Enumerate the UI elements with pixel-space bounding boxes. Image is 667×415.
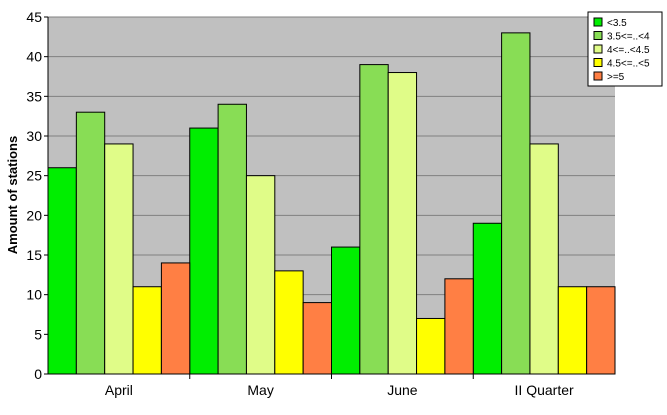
bar	[104, 143, 134, 375]
bar	[444, 278, 474, 375]
legend-label: <3.5	[607, 18, 627, 29]
legend-label: 4.5<=..<5	[607, 59, 650, 70]
x-tick-label: April	[105, 382, 133, 398]
bar	[189, 127, 219, 375]
legend-label: >=5	[607, 72, 625, 83]
bar	[586, 286, 616, 375]
x-tick-label: June	[387, 382, 418, 398]
bar	[245, 175, 276, 375]
legend-swatch	[593, 44, 603, 54]
y-axis-title: Amount of stations	[5, 136, 20, 254]
y-tick-label: 40	[26, 49, 42, 65]
bar	[529, 143, 559, 375]
y-tick-label: 15	[26, 247, 42, 263]
x-tick-label: II Quarter	[515, 382, 574, 398]
y-tick-label: 10	[26, 287, 42, 303]
bar	[501, 32, 531, 375]
y-tick-label: 30	[26, 128, 42, 144]
bar	[75, 111, 106, 375]
bar	[557, 286, 588, 375]
bar	[331, 246, 361, 375]
x-tick-label: May	[247, 382, 273, 398]
bar	[132, 286, 162, 375]
bar	[160, 262, 191, 375]
y-tick-label: 0	[34, 366, 42, 382]
bar	[217, 103, 247, 375]
legend-swatch	[593, 71, 603, 81]
legend-label: 3.5<=..<4	[607, 32, 650, 43]
bar	[416, 317, 446, 375]
axes	[44, 16, 615, 379]
bar	[387, 72, 418, 375]
y-tick-labels: 0 5 10 15 20 25 30 35 40 45	[26, 9, 42, 382]
y-tick-label: 45	[26, 9, 42, 25]
y-tick-label: 5	[34, 326, 42, 342]
bar	[472, 222, 503, 375]
x-tick-labels: April May June II Quarter	[105, 382, 574, 398]
bar	[47, 167, 77, 375]
y-tick-label: 25	[26, 168, 42, 184]
y-tick-label: 20	[26, 207, 42, 223]
y-tick-label: 35	[26, 88, 42, 104]
legend-label: 4<=..<4.5	[607, 45, 650, 56]
bar	[359, 64, 389, 375]
bars	[47, 32, 616, 375]
legend: <3.5 3.5<=..<4 4<=..<4.5 4.5<=..<5 >=5	[587, 11, 663, 87]
legend-swatch	[593, 31, 603, 40]
bar	[274, 270, 304, 375]
legend-swatch	[593, 58, 603, 67]
bar	[302, 302, 332, 375]
legend-swatch	[593, 17, 603, 27]
